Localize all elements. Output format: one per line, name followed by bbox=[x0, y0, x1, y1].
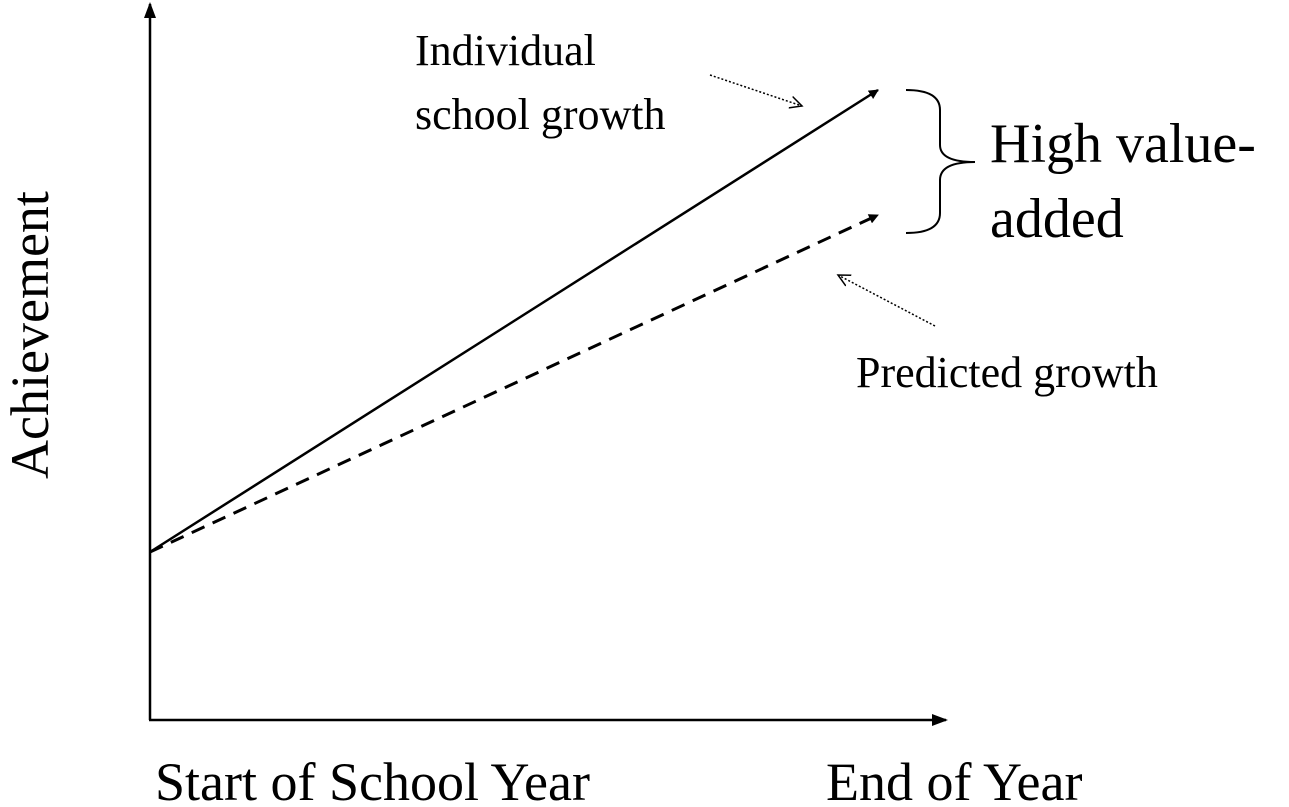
x-start-label: Start of School Year bbox=[155, 752, 590, 807]
annotation-text: High value- bbox=[990, 113, 1256, 175]
x-end-label: End of Year bbox=[826, 752, 1082, 807]
brace bbox=[905, 89, 976, 234]
annotation-text: school growth bbox=[415, 90, 666, 139]
predicted-growth-line bbox=[149, 213, 879, 554]
annotation-text: Predicted growth bbox=[856, 348, 1158, 397]
pointer-arrow bbox=[709, 74, 802, 106]
annotation-text: Individual bbox=[415, 26, 596, 75]
pointer-arrow bbox=[838, 275, 936, 327]
annotation-text: added bbox=[990, 188, 1124, 250]
y-axis-label: Achievement bbox=[0, 191, 60, 479]
individual-growth-line bbox=[149, 88, 879, 554]
